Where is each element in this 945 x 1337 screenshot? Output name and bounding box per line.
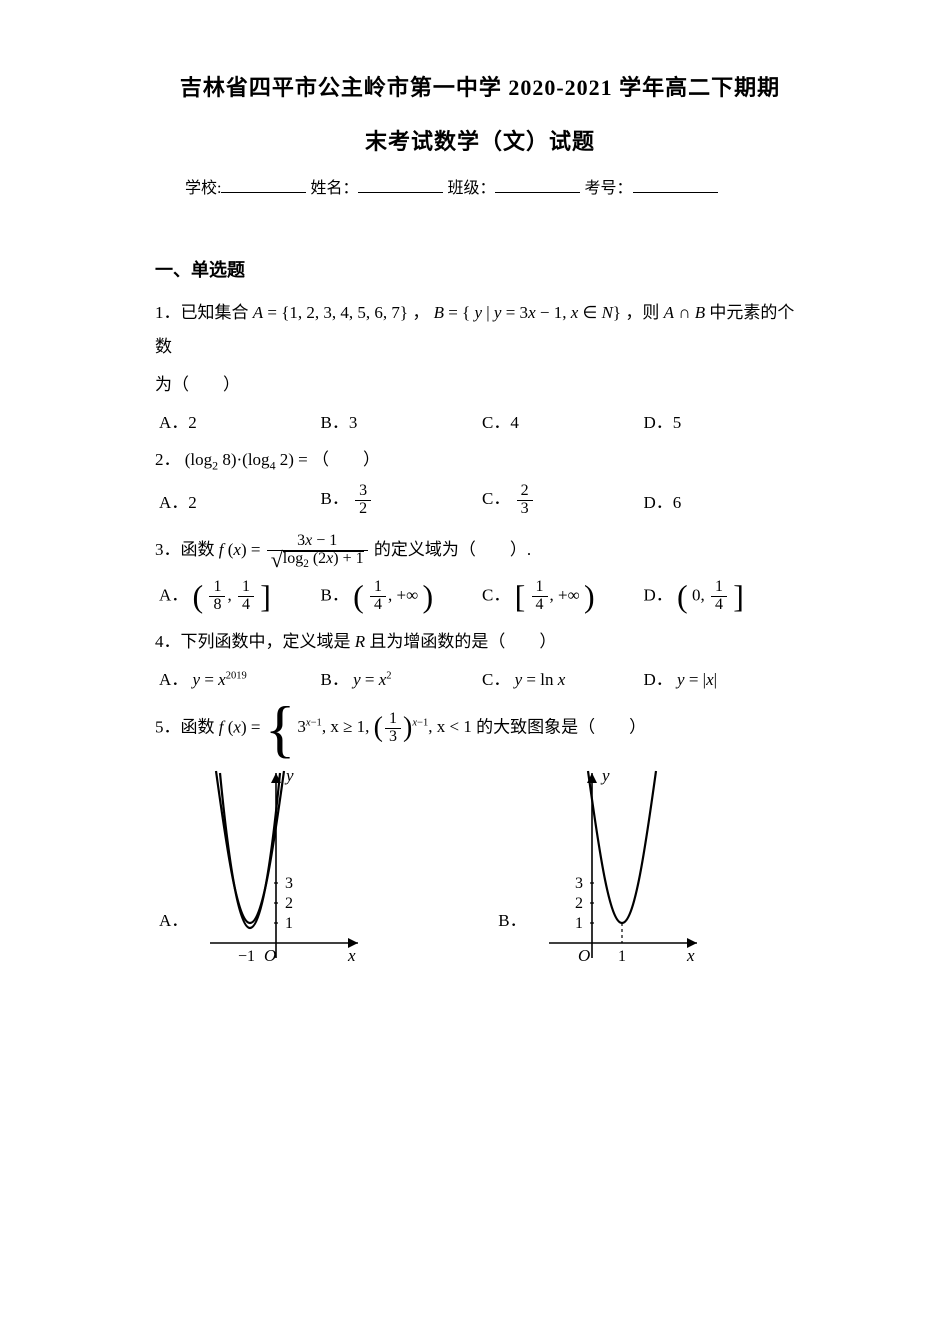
q3-d-label: D． — [644, 585, 673, 604]
svg-text:y: y — [600, 766, 610, 785]
q3-post: 的定义域为（ ）. — [374, 540, 531, 559]
q1-setB: B — [434, 303, 444, 322]
svg-text:3: 3 — [285, 875, 293, 892]
q4-choice-b[interactable]: B． y = x2 — [321, 665, 483, 690]
label-name: 姓名： — [310, 180, 358, 197]
q5-b-label: B． — [498, 806, 526, 931]
q2-choice-c[interactable]: C． 2 3 — [482, 483, 644, 518]
q1-intersect: A — [664, 303, 674, 322]
q2-c-frac: 2 3 — [517, 483, 533, 518]
blank-exam-no[interactable] — [633, 175, 718, 193]
q3-choice-d[interactable]: D． ( 0, 14 ] — [644, 578, 806, 615]
q2-c-label: C． — [482, 489, 510, 508]
question-5: 5．函数 f (x) = { 3x−1, x ≥ 1, (13)x−1, x <… — [155, 700, 805, 758]
q3-f: f — [219, 540, 228, 559]
q5-piecewise: { 3x−1, x ≥ 1, (13)x−1, x < 1 — [265, 700, 472, 758]
q2-expr: (log2 8)·(log4 2) = — [185, 450, 312, 469]
q3-a-label: A． — [159, 585, 188, 604]
q1-choice-b[interactable]: B．3 — [321, 408, 483, 433]
q2-b-frac: 3 2 — [355, 483, 371, 518]
question-4: 4．下列函数中，定义域是 R 且为增函数的是（ ） — [155, 625, 805, 659]
svg-text:1: 1 — [285, 915, 293, 932]
svg-text:1: 1 — [575, 915, 583, 932]
svg-text:y: y — [284, 766, 294, 785]
q2-choice-a[interactable]: A．2 — [159, 488, 321, 513]
q3-c-label: C． — [482, 585, 510, 604]
q5-pre: 5．函数 — [155, 717, 219, 736]
svg-text:2: 2 — [575, 895, 583, 912]
q3-b-label: B． — [321, 585, 349, 604]
q4-b-label: B． — [321, 670, 349, 689]
svg-text:−1: −1 — [238, 948, 255, 965]
label-class: 班级： — [447, 180, 495, 197]
q1-choice-a[interactable]: A．2 — [159, 408, 321, 433]
q4-choice-d[interactable]: D． y = |x| — [644, 665, 806, 690]
q5-graph-b: 3 2 1 O 1 x y — [537, 763, 707, 973]
question-3: 3．函数 f (x) = 3x − 1 √log2 (2x) + 1 的定义域为… — [155, 528, 805, 572]
q4-d-label: D． — [644, 670, 673, 689]
q3-main-frac: 3x − 1 √log2 (2x) + 1 — [267, 533, 368, 568]
blank-name[interactable] — [358, 175, 443, 193]
q3-choice-c[interactable]: C． [ 14, +∞ ) — [482, 578, 644, 615]
q2-pre: 2． — [155, 450, 181, 469]
q2-b-label: B． — [321, 489, 349, 508]
q1-comma: ， — [412, 303, 433, 322]
svg-text:2: 2 — [285, 895, 293, 912]
q1-text-pre: 1．已知集合 — [155, 303, 253, 322]
exam-title-line2: 末考试数学（文）试题 — [155, 124, 805, 156]
q1-choice-c[interactable]: C．4 — [482, 408, 644, 433]
q1-setA: A — [253, 303, 263, 322]
q2-choice-b[interactable]: B． 3 2 — [321, 483, 483, 518]
exam-title-line1: 吉林省四平市公主岭市第一中学 2020-2021 学年高二下期期 — [155, 70, 805, 102]
q5-choice-a[interactable]: A． 3 2 1 −1 O x y — [159, 763, 368, 973]
student-info-line: 学校: 姓名： 班级： 考号： — [155, 174, 805, 198]
label-exam-no: 考号： — [584, 180, 632, 197]
svg-text:O: O — [264, 946, 276, 965]
q2-choices: A．2 B． 3 2 C． 2 3 D．6 — [155, 483, 805, 518]
q2-choice-d[interactable]: D．6 — [644, 488, 806, 513]
q5-choice-b[interactable]: B． 3 2 1 O 1 x y — [498, 763, 706, 973]
svg-text:x: x — [686, 946, 695, 965]
svg-text:O: O — [578, 946, 590, 965]
q3-choices: A． ( 18, 14 ] B． ( 14, +∞ ) C． [ 14, +∞ … — [155, 578, 805, 615]
svg-text:3: 3 — [575, 875, 583, 892]
svg-text:1: 1 — [618, 948, 626, 965]
q5-a-label: A． — [159, 806, 188, 931]
q4-c-label: C． — [482, 670, 510, 689]
blank-class[interactable] — [495, 175, 580, 193]
blank-school[interactable] — [221, 175, 306, 193]
q5-graphs: A． 3 2 1 −1 O x y B． — [155, 763, 805, 973]
question-2: 2． (log2 8)·(log4 2) = （ ） — [155, 443, 805, 477]
q3-pre: 3．函数 — [155, 540, 219, 559]
q2-post: （ ） — [312, 450, 380, 469]
q1-line2: 为（ ） — [155, 375, 240, 394]
q5-post: 的大致图象是（ ） — [476, 717, 646, 736]
q3-choice-b[interactable]: B． ( 14, +∞ ) — [321, 578, 483, 615]
svg-text:x: x — [347, 946, 356, 965]
question-1: 1．已知集合 A = {1, 2, 3, 4, 5, 6, 7} ， B = {… — [155, 296, 805, 402]
q5-graph-a: 3 2 1 −1 O x y — [198, 763, 368, 973]
section-single-choice: 一、单选题 — [155, 256, 805, 282]
q3-sqrt: √log2 (2x) + 1 — [271, 551, 364, 569]
q4-choice-a[interactable]: A． y = x2019 — [159, 665, 321, 690]
q1-text-mid: ，则 — [625, 303, 663, 322]
q1-choices: A．2 B．3 C．4 D．5 — [155, 408, 805, 433]
q3-choice-a[interactable]: A． ( 18, 14 ] — [159, 578, 321, 615]
q1-choice-d[interactable]: D．5 — [644, 408, 806, 433]
q4-choice-c[interactable]: C． y = ln x — [482, 665, 644, 690]
label-school: 学校: — [185, 180, 221, 197]
q4-choices: A． y = x2019 B． y = x2 C． y = ln x D． y … — [155, 665, 805, 690]
q4-a-label: A． — [159, 670, 188, 689]
